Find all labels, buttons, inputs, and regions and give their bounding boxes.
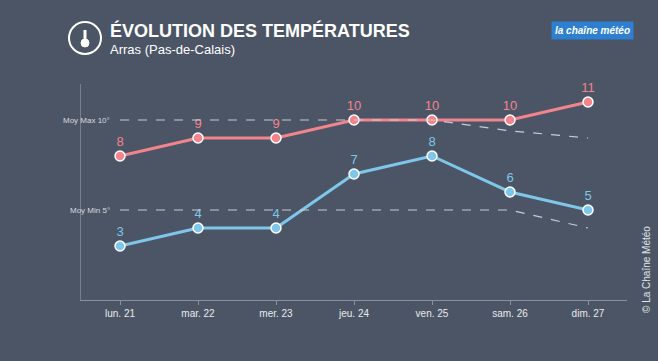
svg-text:8: 8 [428,134,435,149]
svg-text:9: 9 [272,116,279,131]
svg-text:lun. 21: lun. 21 [105,308,135,319]
svg-text:jeu. 24: jeu. 24 [338,308,369,319]
svg-text:sam. 26: sam. 26 [492,308,528,319]
svg-text:7: 7 [350,152,357,167]
svg-text:ven. 25: ven. 25 [416,308,449,319]
svg-text:3: 3 [116,224,123,239]
svg-text:Moy Min 5°: Moy Min 5° [70,206,110,215]
svg-text:Arras (Pas-de-Calais): Arras (Pas-de-Calais) [110,42,235,57]
svg-text:© La Chaîne Météo: © La Chaîne Météo [641,226,652,313]
svg-text:8: 8 [116,134,123,149]
svg-text:6: 6 [506,170,513,185]
svg-text:10: 10 [347,98,361,113]
svg-text:mer. 23: mer. 23 [259,308,293,319]
svg-text:10: 10 [503,98,517,113]
svg-text:4: 4 [272,206,279,221]
svg-text:dim. 27: dim. 27 [572,308,605,319]
svg-text:5: 5 [584,188,591,203]
svg-text:mar. 22: mar. 22 [181,308,215,319]
svg-text:10: 10 [425,98,439,113]
svg-text:ÉVOLUTION DES TEMPÉRATURES: ÉVOLUTION DES TEMPÉRATURES [110,20,410,41]
svg-text:Moy Max 10°: Moy Max 10° [63,116,110,125]
svg-text:11: 11 [581,80,595,95]
svg-text:9: 9 [194,116,201,131]
svg-text:la chaîne météo: la chaîne météo [555,25,630,36]
svg-text:4: 4 [194,206,201,221]
